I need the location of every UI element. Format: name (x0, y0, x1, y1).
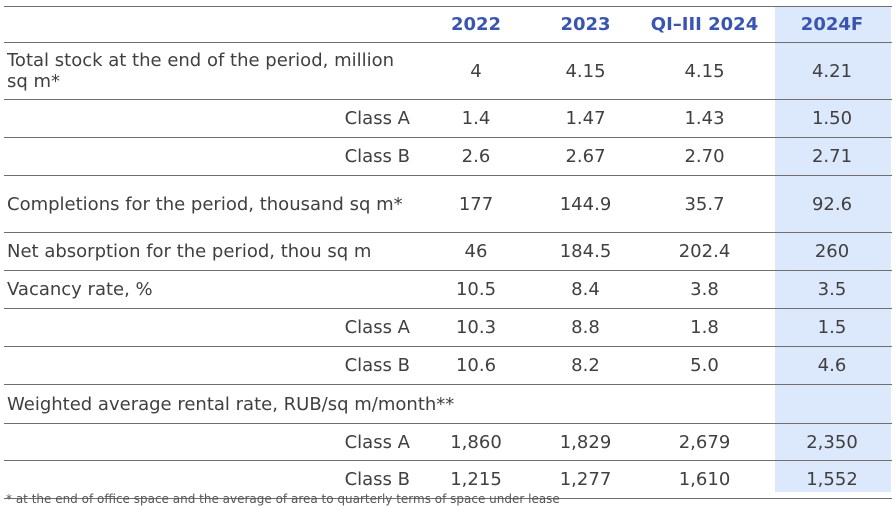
cell: 2,679 (678, 431, 731, 453)
cell: 10.3 (455, 317, 497, 338)
cell: 46 (464, 241, 488, 262)
cell: 8.4 (571, 279, 600, 300)
row-label-vacancy-rate: Vacancy rate, % (7, 279, 153, 300)
cell: 1,610 (678, 469, 731, 490)
row-label-class-a: Class A (344, 431, 410, 453)
table-row: Vacancy rate, % 10.5 8.4 3.8 3.5 (4, 271, 892, 309)
cell: 1.8 (690, 317, 719, 338)
cell: 10.5 (455, 279, 497, 300)
row-label-class-b: Class B (344, 469, 410, 490)
cell: 1,215 (450, 469, 502, 490)
col-header-qi-iii-2024: QI–III 2024 (650, 14, 759, 35)
row-label-class-a: Class A (344, 317, 410, 338)
cell: 1,829 (559, 431, 612, 453)
cell: 4.6 (817, 355, 847, 376)
row-label-completions: Completions for the period, thousand sq … (7, 193, 403, 215)
table-row: Completions for the period, thousand sq … (4, 176, 892, 233)
table-row: Total stock at the end of the period, mi… (4, 43, 892, 100)
cell: 1.47 (565, 108, 606, 129)
cell: 4.15 (684, 60, 725, 82)
col-header-2022: 2022 (450, 14, 502, 35)
cell: 260 (814, 241, 850, 262)
row-label-class-b: Class B (344, 355, 410, 376)
cell: 2.70 (684, 146, 725, 167)
cell: 2.67 (565, 146, 606, 167)
table-row: Class A 10.3 8.8 1.8 1.5 (4, 309, 892, 347)
cell: 2.6 (461, 146, 491, 167)
cell: 2,350 (806, 431, 858, 453)
table-row: Class A 1,860 1,829 2,679 2,350 (4, 423, 892, 461)
table-row: Net absorption for the period, thou sq m… (4, 233, 892, 271)
cell: 4 (470, 60, 482, 82)
cell: 1,552 (806, 469, 858, 490)
col-header-2024f: 2024F (800, 14, 864, 35)
table-row: Class A 1.4 1.47 1.43 1.50 (4, 100, 892, 138)
row-label-class-a: Class A (344, 108, 410, 129)
cell: 1.43 (684, 108, 725, 129)
cell: 4.21 (811, 60, 853, 82)
cell: 184.5 (559, 241, 612, 262)
header-row: 2022 2023 QI–III 2024 2024F (4, 6, 892, 43)
cell: 177 (458, 193, 494, 215)
cell: 202.4 (678, 241, 731, 262)
cell: 3.5 (817, 279, 847, 300)
cell: 8.8 (571, 317, 600, 338)
row-label-net-absorption: Net absorption for the period, thou sq m (7, 241, 372, 262)
cell: 35.7 (684, 193, 725, 215)
table-row: Class B 1,215 1,277 1,610 1,552 (4, 461, 892, 499)
cell: 5.0 (690, 355, 719, 376)
cell: 4.15 (565, 60, 606, 82)
table-row: Class B 10.6 8.2 5.0 4.6 (4, 347, 892, 385)
cell: 1,277 (559, 469, 612, 490)
cell: 144.9 (559, 193, 612, 215)
row-label-class-b: Class B (344, 146, 410, 167)
cell: 92.6 (811, 193, 853, 215)
col-header-2023: 2023 (560, 14, 611, 35)
cell: 1.4 (461, 108, 491, 129)
cell: 8.2 (571, 355, 600, 376)
cell: 1,860 (450, 431, 502, 453)
cell: 10.6 (455, 355, 497, 376)
row-label-total-stock: Total stock at the end of the period, mi… (7, 50, 395, 92)
cell: 1.50 (811, 108, 853, 129)
table-row: Weighted average rental rate, RUB/sq m/m… (4, 385, 892, 423)
forecast-column-highlight (775, 6, 891, 492)
cell: 3.8 (690, 279, 719, 300)
cell: 1.5 (817, 317, 847, 338)
cell: 2.71 (811, 146, 853, 167)
footnote: * at the end of office space and the ave… (6, 492, 560, 506)
table-row: Class B 2.6 2.67 2.70 2.71 (4, 138, 892, 176)
office-market-table: 2022 2023 QI–III 2024 2024F Total stock … (4, 6, 892, 499)
row-label-rental-rate: Weighted average rental rate, RUB/sq m/m… (7, 393, 455, 415)
